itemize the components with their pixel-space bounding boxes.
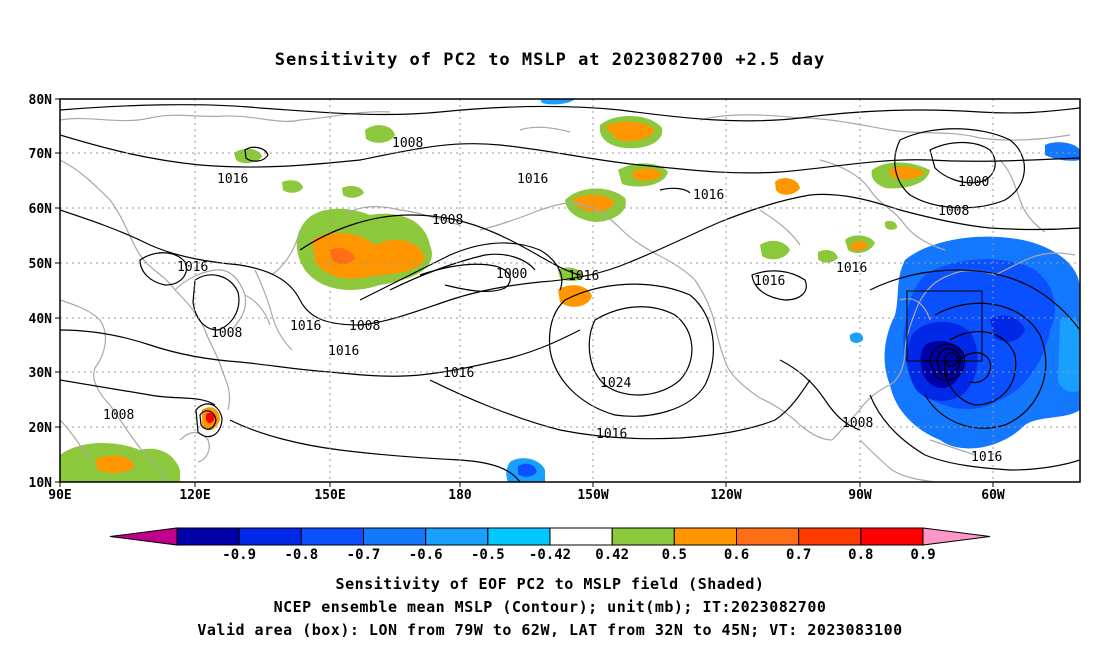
contour-label: 1016 bbox=[177, 260, 208, 275]
contour-label: 1016 bbox=[290, 319, 321, 334]
coastlines bbox=[60, 111, 1076, 482]
contour-label: 1000 bbox=[958, 175, 989, 190]
contour-label: 1008 bbox=[392, 136, 423, 151]
lon-label: 150W bbox=[577, 488, 608, 503]
contour-label: 1016 bbox=[971, 450, 1002, 465]
colorbar-swatch bbox=[176, 527, 240, 546]
map-title: Sensitivity of PC2 to MSLP at 2023082700… bbox=[274, 50, 826, 70]
colorbar-swatch bbox=[549, 527, 613, 546]
lon-label: 120E bbox=[179, 488, 210, 503]
colorbar-label: 0.5 bbox=[662, 547, 687, 563]
colorbar-swatch bbox=[300, 527, 365, 546]
colorbar-swatch bbox=[238, 527, 302, 546]
colorbar-swatch bbox=[487, 527, 551, 546]
footer-line-3: Valid area (box): LON from 79W to 62W, L… bbox=[197, 621, 903, 639]
lon-label: 180 bbox=[448, 488, 472, 503]
valid-area-box bbox=[906, 290, 983, 362]
lat-label: 80N bbox=[29, 93, 53, 108]
lat-label: 20N bbox=[29, 421, 53, 436]
lat-label: 40N bbox=[29, 312, 53, 327]
axis-ticks bbox=[55, 98, 994, 487]
contour-label: 1016 bbox=[596, 427, 627, 442]
colorbar-swatch bbox=[860, 527, 924, 546]
map-frame bbox=[59, 98, 1081, 483]
colorbar-label: -0.9 bbox=[222, 547, 256, 563]
contour-label: 1024 bbox=[600, 376, 631, 391]
contour-label: 1008 bbox=[349, 319, 380, 334]
colorbar-label: 0.6 bbox=[724, 547, 749, 563]
colorbar-swatch bbox=[425, 527, 489, 546]
colorbar-label: 0.7 bbox=[786, 547, 811, 563]
contour-label: 1016 bbox=[443, 366, 474, 381]
footer-line-1: Sensitivity of EOF PC2 to MSLP field (Sh… bbox=[335, 575, 765, 593]
colorbar-label: -0.8 bbox=[284, 547, 318, 563]
lat-label: 60N bbox=[29, 202, 53, 217]
contour-label: 1016 bbox=[328, 344, 359, 359]
colorbar-label: 0.42 bbox=[595, 547, 629, 563]
colorbar-label: -0.5 bbox=[471, 547, 505, 563]
lon-label: 120W bbox=[710, 488, 741, 503]
lon-label: 90W bbox=[848, 488, 872, 503]
longitude-labels: 90E 120E 150E 180 150W 120W 90W 60W bbox=[48, 488, 1005, 503]
contour-label: 1008 bbox=[938, 204, 969, 219]
grid-lines bbox=[60, 99, 1080, 482]
latitude-labels: 80N 70N 60N 50N 40N 30N 20N 10N bbox=[29, 93, 53, 491]
lat-label: 70N bbox=[29, 147, 53, 162]
lon-label: 60W bbox=[981, 488, 1005, 503]
colorbar-label: -0.42 bbox=[529, 547, 571, 563]
lat-label: 10N bbox=[29, 476, 53, 491]
contour-label: 1008 bbox=[211, 326, 242, 341]
colorbar-swatch bbox=[798, 527, 862, 546]
contour-label: 1008 bbox=[432, 213, 463, 228]
footer-line-2: NCEP ensemble mean MSLP (Contour); unit(… bbox=[273, 598, 827, 616]
colorbar bbox=[109, 527, 991, 546]
colorbar-label: -0.7 bbox=[347, 547, 381, 563]
mslp-contours bbox=[60, 104, 1080, 482]
contour-label: 1016 bbox=[693, 188, 724, 203]
colorbar-swatch bbox=[611, 527, 675, 546]
lon-label: 150E bbox=[314, 488, 345, 503]
contour-label: 1000 bbox=[496, 267, 527, 282]
colorbar-label: 0.9 bbox=[910, 547, 935, 563]
colorbar-swatch bbox=[363, 527, 427, 546]
colorbar-label: -0.6 bbox=[409, 547, 443, 563]
contour-label: 1008 bbox=[103, 408, 134, 423]
colorbar-swatch bbox=[673, 527, 737, 546]
colorbar-label: 0.8 bbox=[848, 547, 873, 563]
lat-label: 30N bbox=[29, 366, 53, 381]
contour-label: 1008 bbox=[842, 416, 873, 431]
colorbar-swatch bbox=[736, 527, 800, 546]
colorbar-labels: -0.9 -0.8 -0.7 -0.6 -0.5 -0.42 0.42 0.5 0.6 0.7 0.… bbox=[222, 547, 935, 563]
contour-label: 1016 bbox=[517, 172, 548, 187]
contour-label: 1016 bbox=[754, 274, 785, 289]
contour-labels: 1008 1016 1016 1000 1008 1016 1000 1008 … bbox=[103, 136, 1002, 465]
colorbar-max-arrow bbox=[922, 527, 991, 546]
colorbar-min-arrow bbox=[109, 527, 178, 546]
lat-label: 50N bbox=[29, 257, 53, 272]
contour-label: 1016 bbox=[836, 261, 867, 276]
contour-label: 1016 bbox=[568, 269, 599, 284]
lon-label: 90E bbox=[48, 488, 71, 503]
contour-label: 1016 bbox=[217, 172, 248, 187]
